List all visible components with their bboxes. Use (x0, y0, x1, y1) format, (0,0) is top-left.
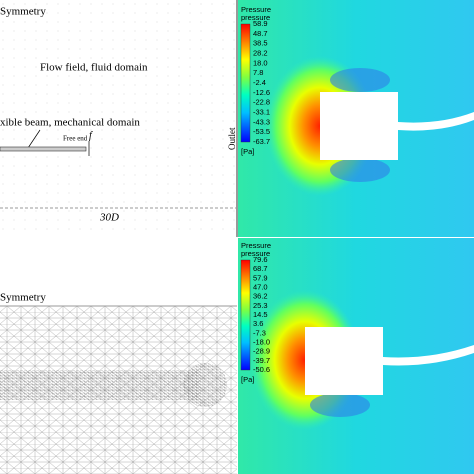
colorbar-label: 38.5 (253, 39, 268, 48)
cylinder (305, 327, 383, 395)
colorbar-label: 25.3 (253, 301, 268, 310)
beam (0, 146, 87, 152)
colorbar-label: 18.0 (253, 58, 268, 67)
beam (398, 112, 474, 131)
colorbar-label: -28.9 (253, 347, 270, 356)
colorbar-label: -22.8 (253, 98, 270, 107)
colorbar-unit: [Pa] (241, 375, 254, 384)
colorbar-label: 47.0 (253, 282, 268, 291)
fluid-label: Flow field, fluid domain (40, 62, 148, 74)
colorbar-label: -50.6 (253, 365, 270, 374)
colorbar-label: 48.7 (253, 29, 268, 38)
colorbar-label: -2.4 (253, 78, 266, 87)
colorbar-label: -7.3 (253, 328, 266, 337)
colorbar-label: -63.7 (253, 137, 270, 146)
colorbar-label: -18.0 (253, 337, 270, 346)
outlet-label: Outlet (227, 127, 237, 150)
colorbar-unit: [Pa] (241, 147, 254, 156)
length-label: 30D (99, 212, 119, 224)
free-end-label: Free end (63, 135, 88, 143)
colorbar-label: -12.6 (253, 88, 270, 97)
symmetry-label: Symmetry (0, 292, 46, 304)
mesh-fine (183, 363, 227, 407)
colorbar-label: 28.2 (253, 48, 268, 57)
force-label: f (89, 130, 93, 141)
colorbar-label: -53.5 (253, 127, 270, 136)
colorbar-subtitle: pressure (241, 249, 270, 258)
symmetry-label: Symmetry (0, 6, 46, 18)
colorbar-subtitle: pressure (241, 13, 270, 22)
contour-low (330, 158, 390, 182)
colorbar-title: Pressure (241, 5, 271, 14)
beam-label: xible beam, mechanical domain (0, 117, 140, 129)
contour-low (330, 68, 390, 92)
colorbar-title: Pressure (241, 241, 271, 250)
colorbar-label: -33.1 (253, 107, 270, 116)
colorbar-label: 14.5 (253, 310, 268, 319)
contour-bottom (238, 238, 474, 474)
colorbar-label: 7.8 (253, 68, 263, 77)
colorbar-label: 79.6 (253, 255, 268, 264)
leader (27, 129, 41, 149)
colorbar (240, 259, 251, 371)
cylinder (320, 92, 398, 160)
fluid-domain (0, 0, 237, 237)
colorbar-label: 58.9 (253, 19, 268, 28)
colorbar-label: 57.9 (253, 273, 268, 282)
colorbar-label: 36.2 (253, 292, 268, 301)
colorbar-label: 68.7 (253, 264, 268, 273)
contour-low (310, 393, 370, 417)
contour-top: Outlet (227, 0, 474, 237)
beam (383, 345, 474, 366)
colorbar-label: 3.6 (253, 319, 263, 328)
colorbar-label: -43.3 (253, 117, 270, 126)
colorbar-label: -39.7 (253, 356, 270, 365)
mesh-fine (0, 370, 200, 400)
colorbar (240, 23, 251, 143)
